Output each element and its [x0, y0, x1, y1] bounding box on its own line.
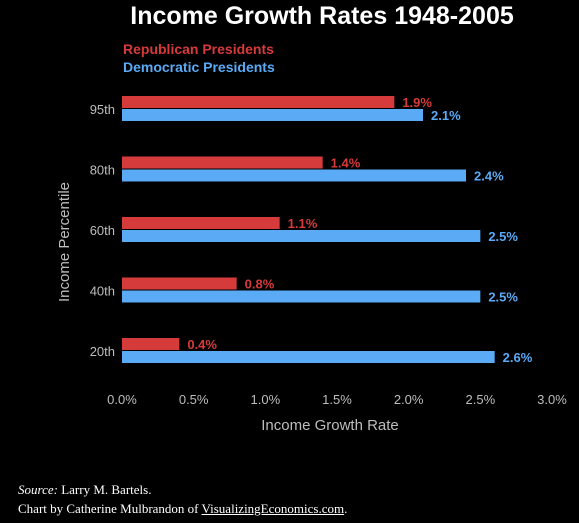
legend-entry-democratic: Democratic Presidents [123, 59, 275, 75]
x-tick-labels: 0.0% 0.5% 1.0% 1.5% 2.0% 2.5% 3.0% [107, 392, 567, 407]
data-label-republican-80th: 1.4% [331, 156, 361, 171]
source-label: Source: [18, 482, 58, 497]
y-tick-60th: 60th [90, 223, 115, 238]
credit-link[interactable]: VisualizingEconomics.com [201, 501, 345, 516]
bar-republican-95th [122, 96, 395, 108]
bar-democratic-40th [122, 290, 481, 303]
x-tick-6: 3.0% [537, 392, 567, 407]
bar-republican-80th [122, 156, 323, 169]
data-label-republican-95th: 1.9% [402, 95, 432, 110]
bar-democratic-95th [122, 109, 423, 121]
y-tick-80th: 80th [90, 163, 115, 178]
credit-suffix: . [344, 501, 348, 516]
source-note: Source: Larry M. Bartels. [18, 482, 151, 498]
bar-democratic-20th [122, 351, 495, 363]
data-label-democratic-80th: 2.4% [474, 169, 504, 184]
data-label-democratic-40th: 2.5% [488, 290, 518, 305]
y-tick-95th: 95th [90, 102, 115, 117]
y-tick-labels: 95th 80th 60th 40th 20th [90, 102, 115, 359]
x-tick-4: 2.0% [394, 392, 424, 407]
x-tick-3: 1.5% [322, 392, 352, 407]
data-label-democratic-20th: 2.6% [503, 350, 533, 365]
bar-republican-40th [122, 277, 237, 290]
credit-prefix: Chart by Catherine Mulbrandon of [18, 501, 202, 516]
chart-title: Income Growth Rates 1948-2005 [130, 2, 514, 30]
source-text: Larry M. Bartels. [57, 482, 152, 497]
legend: Republican Presidents Democratic Presiden… [123, 41, 275, 75]
y-tick-40th: 40th [90, 284, 115, 299]
x-tick-2: 1.0% [251, 392, 281, 407]
bar-republican-60th [122, 217, 280, 229]
data-label-republican-60th: 1.1% [288, 216, 318, 231]
data-label-democratic-95th: 2.1% [431, 108, 461, 123]
chart-svg: Income Growth Rates 1948-2005 Republican… [56, 2, 567, 434]
x-tick-5: 2.5% [466, 392, 496, 407]
y-tick-20th: 20th [90, 344, 115, 359]
bar-democratic-80th [122, 169, 466, 182]
y-axis-label: Income Percentile [56, 182, 73, 302]
credit-note: Chart by Catherine Mulbrandon of Visuali… [18, 501, 347, 517]
data-label-democratic-60th: 2.5% [488, 229, 518, 244]
data-label-republican-40th: 0.8% [245, 277, 275, 292]
x-tick-0: 0.0% [107, 392, 137, 407]
data-label-republican-20th: 0.4% [187, 337, 217, 352]
x-tick-1: 0.5% [179, 392, 209, 407]
x-axis-label: Income Growth Rate [261, 417, 399, 434]
bars: 1.9%2.1% 1.4% 2.4% 1.1% 2.5% 0.8% 2.5% 0.4% 2.6% [122, 95, 533, 365]
legend-entry-republican: Republican Presidents [123, 41, 274, 57]
bar-democratic-60th [122, 230, 481, 242]
bar-republican-20th [122, 338, 180, 350]
